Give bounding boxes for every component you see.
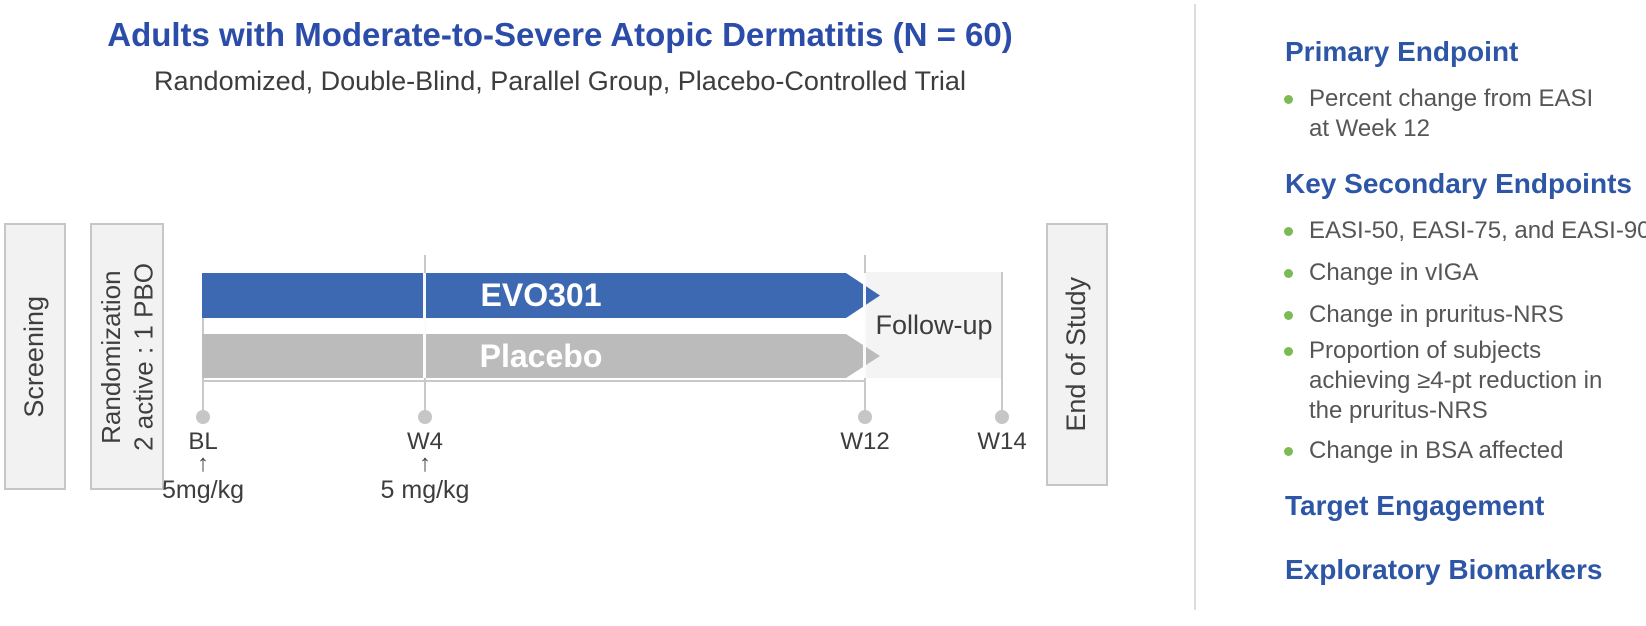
list-item: Percent change from EASI at Week 12 <box>1284 84 1593 144</box>
bullet-text: EASI-50, EASI-75, and EASI-90 <box>1309 216 1646 246</box>
vertical-divider <box>1194 4 1196 610</box>
bullet-line: Change in pruritus-NRS <box>1309 301 1564 328</box>
bullet-line: achieving ≥4-pt reduction in <box>1309 367 1603 394</box>
bullet-icon <box>1284 447 1293 456</box>
bullet-text: Percent change from EASI at Week 12 <box>1309 84 1593 144</box>
bullet-line: the pruritus-NRS <box>1309 397 1488 424</box>
randomization-label: Randomization 2 active : 1 PBO <box>95 263 160 451</box>
tick-line-w14 <box>1001 272 1003 412</box>
page-title: Adults with Moderate-to-Severe Atopic De… <box>107 16 1013 53</box>
list-item: Change in vIGA <box>1284 258 1478 288</box>
randomization-line-1: Randomization <box>95 269 126 444</box>
bullet-icon <box>1284 95 1293 104</box>
sidebar-heading-key-secondary: Key Secondary Endpoints <box>1285 168 1632 199</box>
bullet-line: at Week 12 <box>1309 115 1430 142</box>
active-arm-label: EVO301 <box>480 277 602 313</box>
screening-label: Screening <box>19 295 50 418</box>
timeline-dot-bl <box>196 410 210 424</box>
bullet-line: Change in BSA affected <box>1309 437 1564 464</box>
end-of-study-label: End of Study <box>1061 277 1092 432</box>
end-of-study-box: End of Study <box>1046 223 1108 486</box>
bullet-line: Change in vIGA <box>1309 259 1479 286</box>
bullet-text: Proportion of subjects achieving ≥4-pt r… <box>1309 336 1602 426</box>
timeline-dot-w12 <box>858 410 872 424</box>
placebo-arm-label: Placebo <box>479 337 603 374</box>
bullet-icon <box>1284 269 1293 278</box>
bullet-text: Change in BSA affected <box>1309 436 1563 466</box>
followup-label: Follow-up <box>875 309 993 340</box>
bullet-text: Change in pruritus-NRS <box>1309 300 1564 330</box>
page-subtitle: Randomized, Double-Blind, Parallel Group… <box>154 66 966 96</box>
timeline-dot-w4 <box>418 410 432 424</box>
screening-box: Screening <box>4 223 66 490</box>
timeline-dot-w14 <box>995 410 1009 424</box>
dose-arrow-w4-icon: ↑ <box>419 450 431 477</box>
sidebar-heading-exploratory-biomarkers: Exploratory Biomarkers <box>1285 554 1603 585</box>
gridline-w12 <box>863 273 866 378</box>
bullet-line: EASI-50, EASI-75, and EASI-90 <box>1309 217 1646 244</box>
sidebar-heading-primary-endpoint: Primary Endpoint <box>1285 36 1519 67</box>
tick-label-w12: W12 <box>840 428 890 455</box>
bullet-text: Change in vIGA <box>1309 258 1478 288</box>
list-item: Change in BSA affected <box>1284 436 1563 466</box>
placebo-arm-arrow: Placebo <box>202 334 880 378</box>
randomization-line-2: 2 active : 1 PBO <box>128 262 158 451</box>
list-item: EASI-50, EASI-75, and EASI-90 <box>1284 216 1646 246</box>
bullet-icon <box>1284 311 1293 320</box>
list-item: Proportion of subjects achieving ≥4-pt r… <box>1284 336 1602 426</box>
followup-box: Follow-up <box>866 272 1002 378</box>
list-item: Change in pruritus-NRS <box>1284 300 1564 330</box>
dose-label-w4: 5 mg/kg <box>380 476 470 504</box>
active-arm-arrow: EVO301 <box>202 273 880 318</box>
dose-label-bl: 5mg/kg <box>162 476 244 504</box>
tick-label-w14: W14 <box>977 428 1027 455</box>
dose-arrow-bl-icon: ↑ <box>197 450 209 477</box>
bullet-line: Proportion of subjects <box>1309 337 1542 364</box>
bullet-line: Percent change from EASI <box>1309 85 1594 112</box>
bullet-icon <box>1284 227 1293 236</box>
gridline-w4 <box>423 273 426 378</box>
randomization-box: Randomization 2 active : 1 PBO <box>90 223 164 490</box>
timeline-axis-line <box>202 380 866 382</box>
bullet-icon <box>1284 347 1293 356</box>
tick-label-bl: BL <box>188 428 218 455</box>
sidebar-heading-target-engagement: Target Engagement <box>1285 490 1545 521</box>
tick-label-w4: W4 <box>407 428 443 455</box>
